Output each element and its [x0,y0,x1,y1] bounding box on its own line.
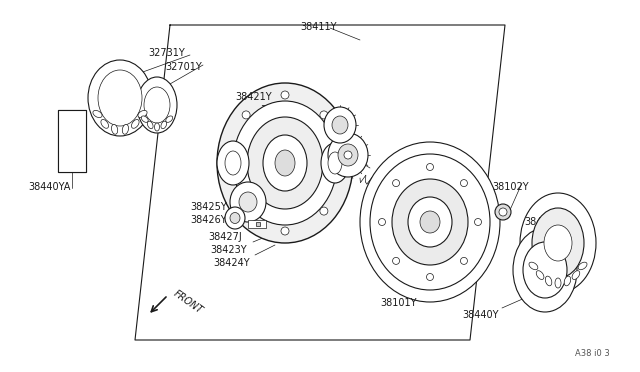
Ellipse shape [523,242,567,298]
Text: 38424Y: 38424Y [213,258,250,268]
Ellipse shape [111,124,118,134]
Ellipse shape [328,133,368,177]
Circle shape [242,111,250,119]
Text: 38427J: 38427J [208,232,242,242]
Ellipse shape [564,276,571,286]
Ellipse shape [233,101,337,225]
Text: 38453Y: 38453Y [524,217,561,227]
Bar [256,222,260,226]
Ellipse shape [321,143,349,183]
Ellipse shape [154,123,159,131]
Ellipse shape [239,192,257,212]
Ellipse shape [101,119,109,128]
Ellipse shape [230,212,240,224]
Ellipse shape [578,262,587,270]
Ellipse shape [513,228,577,312]
Ellipse shape [217,83,353,243]
Ellipse shape [545,276,552,286]
Text: 38426Y: 38426Y [190,215,227,225]
Ellipse shape [555,278,561,288]
Circle shape [495,204,511,220]
Text: A38 i0 3: A38 i0 3 [575,349,610,358]
Circle shape [460,257,467,264]
Circle shape [281,227,289,235]
Circle shape [499,208,507,216]
Ellipse shape [520,193,596,293]
Ellipse shape [166,116,173,122]
Ellipse shape [370,154,490,290]
Ellipse shape [98,70,142,126]
Ellipse shape [275,150,295,176]
Ellipse shape [420,211,440,233]
Bar [248,220,266,228]
Text: 38423Y: 38423Y [210,245,246,255]
Ellipse shape [217,141,249,185]
Text: 38423Y: 38423Y [264,118,301,128]
Circle shape [320,111,328,119]
Circle shape [344,151,352,159]
Ellipse shape [338,144,358,166]
Ellipse shape [328,152,342,174]
Ellipse shape [324,107,356,143]
Text: FRONT: FRONT [172,289,205,316]
Ellipse shape [144,87,170,123]
Ellipse shape [230,182,266,222]
Text: 38440YA: 38440YA [28,182,70,192]
Text: 38101Y: 38101Y [380,298,417,308]
Text: 38425Y: 38425Y [190,202,227,212]
Ellipse shape [225,207,245,229]
Ellipse shape [572,271,580,279]
Text: 38440Y: 38440Y [462,310,499,320]
Ellipse shape [536,271,544,279]
Ellipse shape [332,116,348,134]
Ellipse shape [93,110,102,118]
Text: 38411Y: 38411Y [300,22,337,32]
Ellipse shape [88,60,152,136]
Circle shape [426,164,433,170]
Ellipse shape [137,77,177,133]
Text: 38102Y: 38102Y [492,182,529,192]
Circle shape [242,207,250,215]
Ellipse shape [122,124,129,134]
Ellipse shape [263,135,307,191]
Text: 38427Y: 38427Y [272,130,308,140]
Ellipse shape [532,208,584,278]
Bar [58,110,86,172]
Text: 32731Y: 32731Y [148,48,185,58]
Circle shape [460,180,467,187]
Ellipse shape [392,179,468,265]
Circle shape [226,159,234,167]
Circle shape [474,218,481,225]
Ellipse shape [529,262,538,270]
Ellipse shape [131,119,139,128]
Circle shape [281,91,289,99]
Text: 38425Y: 38425Y [284,140,321,150]
Ellipse shape [225,151,241,175]
Ellipse shape [360,142,500,302]
Text: 38421Y: 38421Y [235,92,271,102]
Circle shape [320,207,328,215]
Ellipse shape [544,225,572,261]
Text: 38426Y: 38426Y [296,124,333,134]
Ellipse shape [141,116,148,122]
Ellipse shape [161,121,166,129]
Circle shape [378,218,385,225]
Ellipse shape [138,110,147,118]
Text: 32701Y: 32701Y [165,62,202,72]
Circle shape [426,273,433,280]
Ellipse shape [147,121,153,129]
Circle shape [392,257,399,264]
Ellipse shape [408,197,452,247]
Ellipse shape [247,117,323,209]
Text: 38424Y: 38424Y [260,105,296,115]
Circle shape [392,180,399,187]
Circle shape [336,159,344,167]
